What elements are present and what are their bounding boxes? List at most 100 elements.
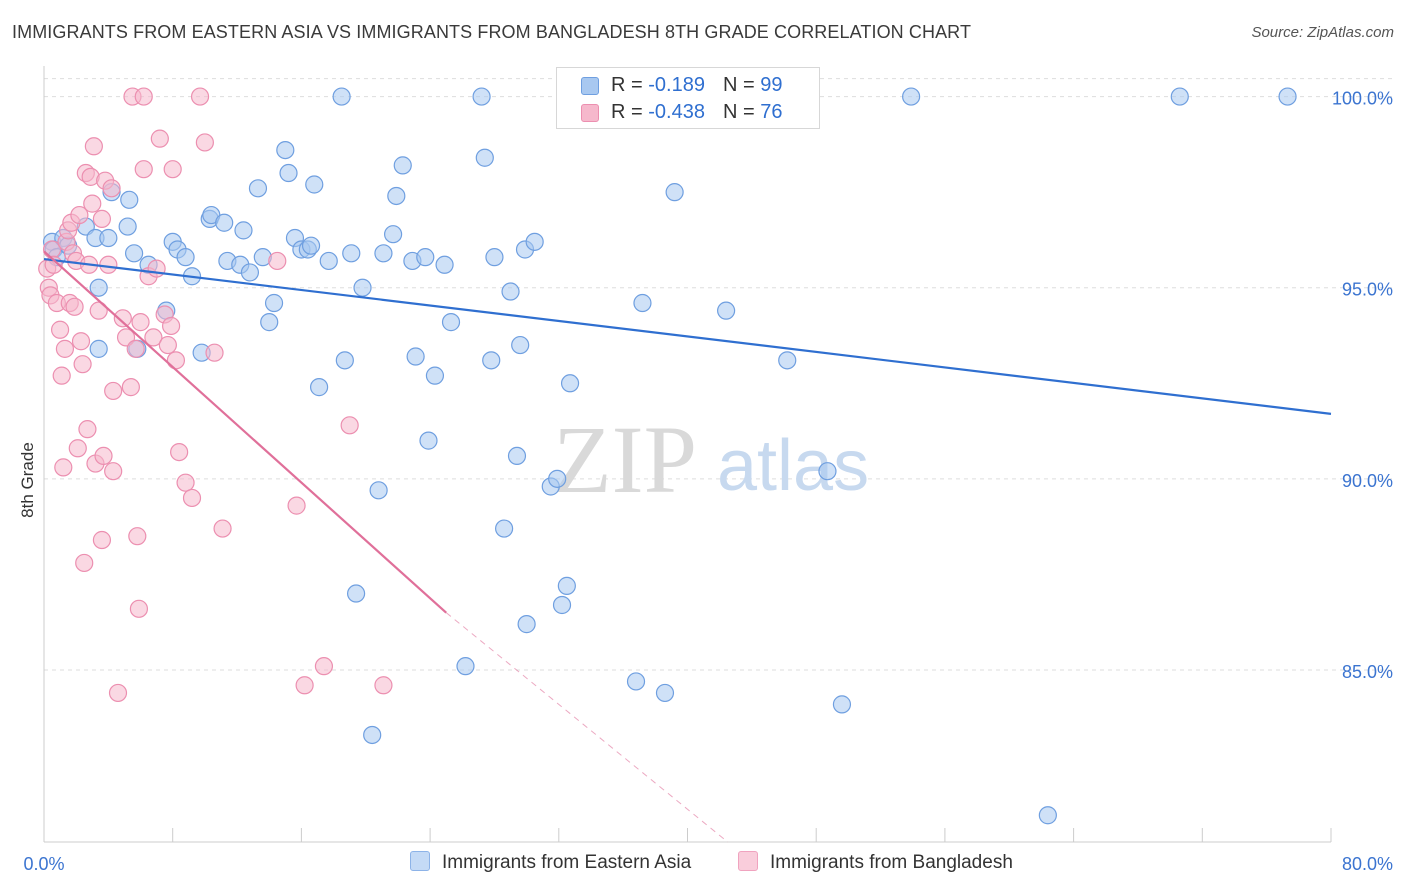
data-point (134, 160, 153, 179)
data-point (55, 339, 75, 358)
watermark: ZIP atlas (553, 406, 869, 513)
tick-labels: 100.0% 95.0% 90.0% 85.0% 0.0% 80.0% (23, 89, 1393, 874)
data-point (126, 339, 145, 358)
data-point (234, 221, 253, 240)
data-point (144, 328, 163, 347)
data-point (52, 366, 71, 385)
source-label: Source: ZipAtlas.com (1251, 24, 1394, 41)
data-point (374, 676, 393, 695)
data-point (92, 530, 112, 550)
data-point (665, 183, 684, 202)
data-point (332, 87, 351, 106)
y-tick-label: 95.0% (1342, 280, 1393, 300)
legend-item-bangladesh: Immigrants from Bangladesh (738, 850, 1013, 874)
data-point (102, 179, 121, 198)
data-point (472, 87, 491, 106)
series-bangladesh-points (38, 87, 393, 703)
data-point (124, 244, 144, 263)
data-point (118, 217, 137, 236)
legend-n-value: 99 (760, 74, 783, 96)
data-point (495, 519, 514, 538)
watermark-atlas: atlas (717, 426, 869, 506)
data-point (104, 462, 123, 481)
data-point (182, 488, 202, 508)
data-point (435, 255, 454, 274)
data-point (264, 293, 284, 313)
data-point (54, 458, 73, 477)
y-tick-label: 90.0% (1342, 471, 1393, 491)
data-point (176, 248, 195, 267)
data-point (89, 278, 108, 297)
y-tick-label: 85.0% (1342, 662, 1393, 682)
data-point (406, 347, 425, 366)
data-point (99, 228, 118, 248)
data-point (83, 194, 102, 213)
data-point (190, 87, 210, 106)
legend-item-label: Immigrants from Eastern Asia (442, 852, 692, 873)
data-point (279, 163, 298, 183)
x-tick-label-min: 0.0% (23, 854, 64, 874)
data-point (902, 87, 921, 106)
data-point (342, 244, 361, 263)
data-point (268, 251, 287, 271)
data-point (369, 481, 388, 500)
watermark-zip: ZIP (553, 406, 697, 513)
data-point (128, 527, 147, 546)
data-point (387, 186, 406, 206)
legend-r-value: -0.438 (648, 101, 705, 123)
data-point (89, 301, 108, 320)
data-point (818, 462, 837, 481)
data-point (75, 553, 94, 573)
data-point (295, 676, 314, 695)
data-point (633, 293, 652, 313)
legend-row-eastern-asia: R = -0.189 N = 99 (581, 74, 782, 100)
data-point (517, 615, 536, 634)
legend-n-label: N = (722, 101, 761, 123)
legend-row-bangladesh: R = -0.438 N = 76 (581, 101, 782, 127)
y-axis-label: 8th Grade (18, 442, 37, 518)
data-point (425, 366, 445, 385)
trend-line (43, 257, 1332, 415)
data-point (319, 251, 338, 271)
data-point (626, 672, 646, 691)
data-point (374, 244, 393, 263)
legend-r-label: R = (611, 101, 649, 123)
data-point (717, 301, 736, 320)
gridlines (44, 78, 1393, 671)
data-point (419, 431, 438, 450)
data-point (456, 657, 475, 676)
data-point (335, 351, 354, 370)
data-point (195, 133, 214, 152)
data-point (73, 355, 92, 374)
data-point (104, 381, 123, 401)
data-point (301, 236, 321, 255)
data-point (778, 351, 797, 370)
data-point (309, 378, 329, 397)
data-point (507, 446, 527, 466)
data-point (655, 683, 675, 703)
data-point (113, 309, 132, 328)
data-point (485, 248, 504, 267)
legend-swatch-pink (738, 850, 758, 871)
data-point (134, 87, 153, 106)
data-point (129, 599, 149, 618)
data-point (393, 156, 412, 175)
series-legend: Immigrants from Eastern Asia Immigrants … (0, 850, 1406, 878)
legend-n-label: N = (722, 74, 761, 96)
data-point (501, 282, 520, 301)
data-point (248, 179, 268, 198)
data-point (163, 160, 182, 179)
data-point (108, 683, 128, 703)
data-point (158, 335, 177, 355)
data-point (215, 213, 234, 232)
data-point (89, 339, 108, 358)
data-point (363, 725, 382, 745)
data-point (276, 140, 295, 160)
data-point (71, 332, 91, 351)
data-point (548, 469, 567, 488)
data-point (161, 316, 181, 336)
data-point (441, 313, 461, 332)
data-point (78, 420, 97, 439)
data-point (552, 595, 572, 615)
trend-lines (43, 250, 1332, 843)
